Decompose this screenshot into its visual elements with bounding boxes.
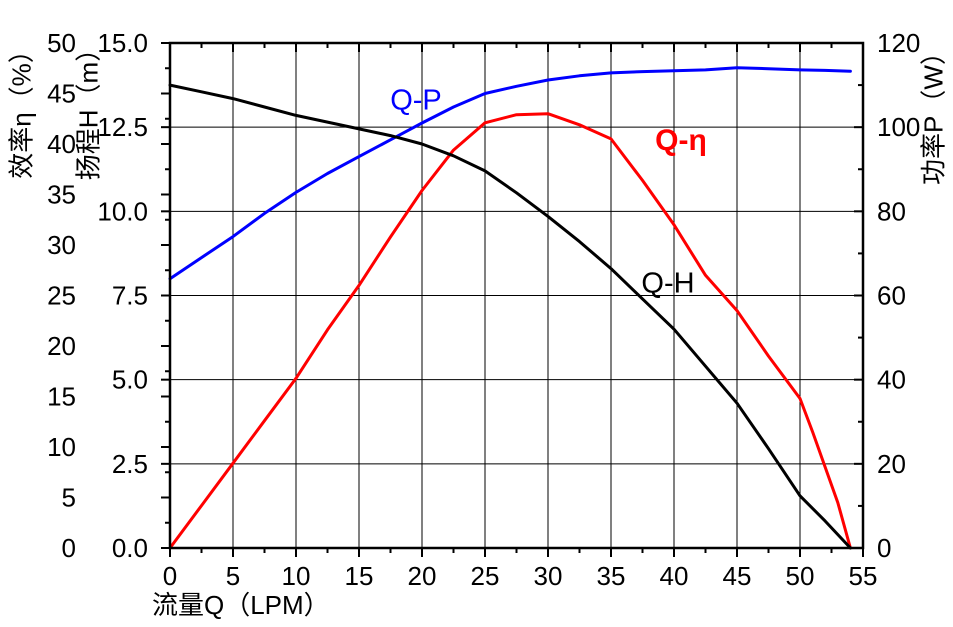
q-p-curve xyxy=(168,66,852,281)
power-tick-label: 100 xyxy=(877,112,920,142)
x-tick-label: 30 xyxy=(534,561,563,591)
efficiency-tick-label: 5 xyxy=(62,483,76,513)
curve-label-q-h: Q-H xyxy=(641,267,695,300)
x-tick-label: 25 xyxy=(471,561,500,591)
power-tick-label: 20 xyxy=(877,449,906,479)
efficiency-tick-label: 15 xyxy=(47,382,76,412)
efficiency-tick-label: 25 xyxy=(47,281,76,311)
power-tick-label: 60 xyxy=(877,281,906,311)
x-tick-label: 45 xyxy=(723,561,752,591)
head-tick-label: 12.5 xyxy=(97,112,148,142)
head-tick-label: 5.0 xyxy=(112,365,148,395)
x-tick-label: 35 xyxy=(597,561,626,591)
x-tick-label: 40 xyxy=(660,561,689,591)
left-axis-title-efficiency: 效率η（%） xyxy=(6,37,37,179)
efficiency-tick-label: 0 xyxy=(62,533,76,563)
x-tick-label: 55 xyxy=(849,561,878,591)
x-tick-label: 20 xyxy=(408,561,437,591)
left-axis-title-head: 扬程H（m） xyxy=(73,35,104,181)
power-tick-label: 40 xyxy=(877,365,906,395)
q-eta-curve xyxy=(168,112,852,550)
x-tick-label: 5 xyxy=(226,561,240,591)
head-tick-label: 15.0 xyxy=(97,28,148,58)
efficiency-tick-label: 40 xyxy=(47,129,76,159)
head-tick-label: 7.5 xyxy=(112,281,148,311)
efficiency-tick-label: 30 xyxy=(47,230,76,260)
x-tick-label: 10 xyxy=(282,561,311,591)
head-tick-label: 2.5 xyxy=(112,449,148,479)
head-tick-label: 10.0 xyxy=(97,196,148,226)
curve-label-q-p: Q-P xyxy=(390,84,442,117)
x-tick-label: 50 xyxy=(786,561,815,591)
efficiency-tick-label: 45 xyxy=(47,79,76,109)
x-axis-title-flow: 流量Q（LPM） xyxy=(152,590,330,620)
efficiency-tick-label: 50 xyxy=(47,28,76,58)
head-tick-label: 0.0 xyxy=(112,533,148,563)
efficiency-tick-label: 20 xyxy=(47,331,76,361)
power-tick-label: 0 xyxy=(877,533,891,563)
power-tick-label: 80 xyxy=(877,196,906,226)
efficiency-tick-label: 10 xyxy=(47,432,76,462)
q-h-curve xyxy=(168,83,852,550)
power-tick-label: 120 xyxy=(877,28,920,58)
right-axis-title-power: 功率P（W） xyxy=(918,39,949,185)
efficiency-tick-label: 35 xyxy=(47,180,76,210)
x-tick-label: 15 xyxy=(345,561,374,591)
curve-label-q-eta: Q-η xyxy=(655,124,707,157)
x-tick-label: 0 xyxy=(163,561,177,591)
